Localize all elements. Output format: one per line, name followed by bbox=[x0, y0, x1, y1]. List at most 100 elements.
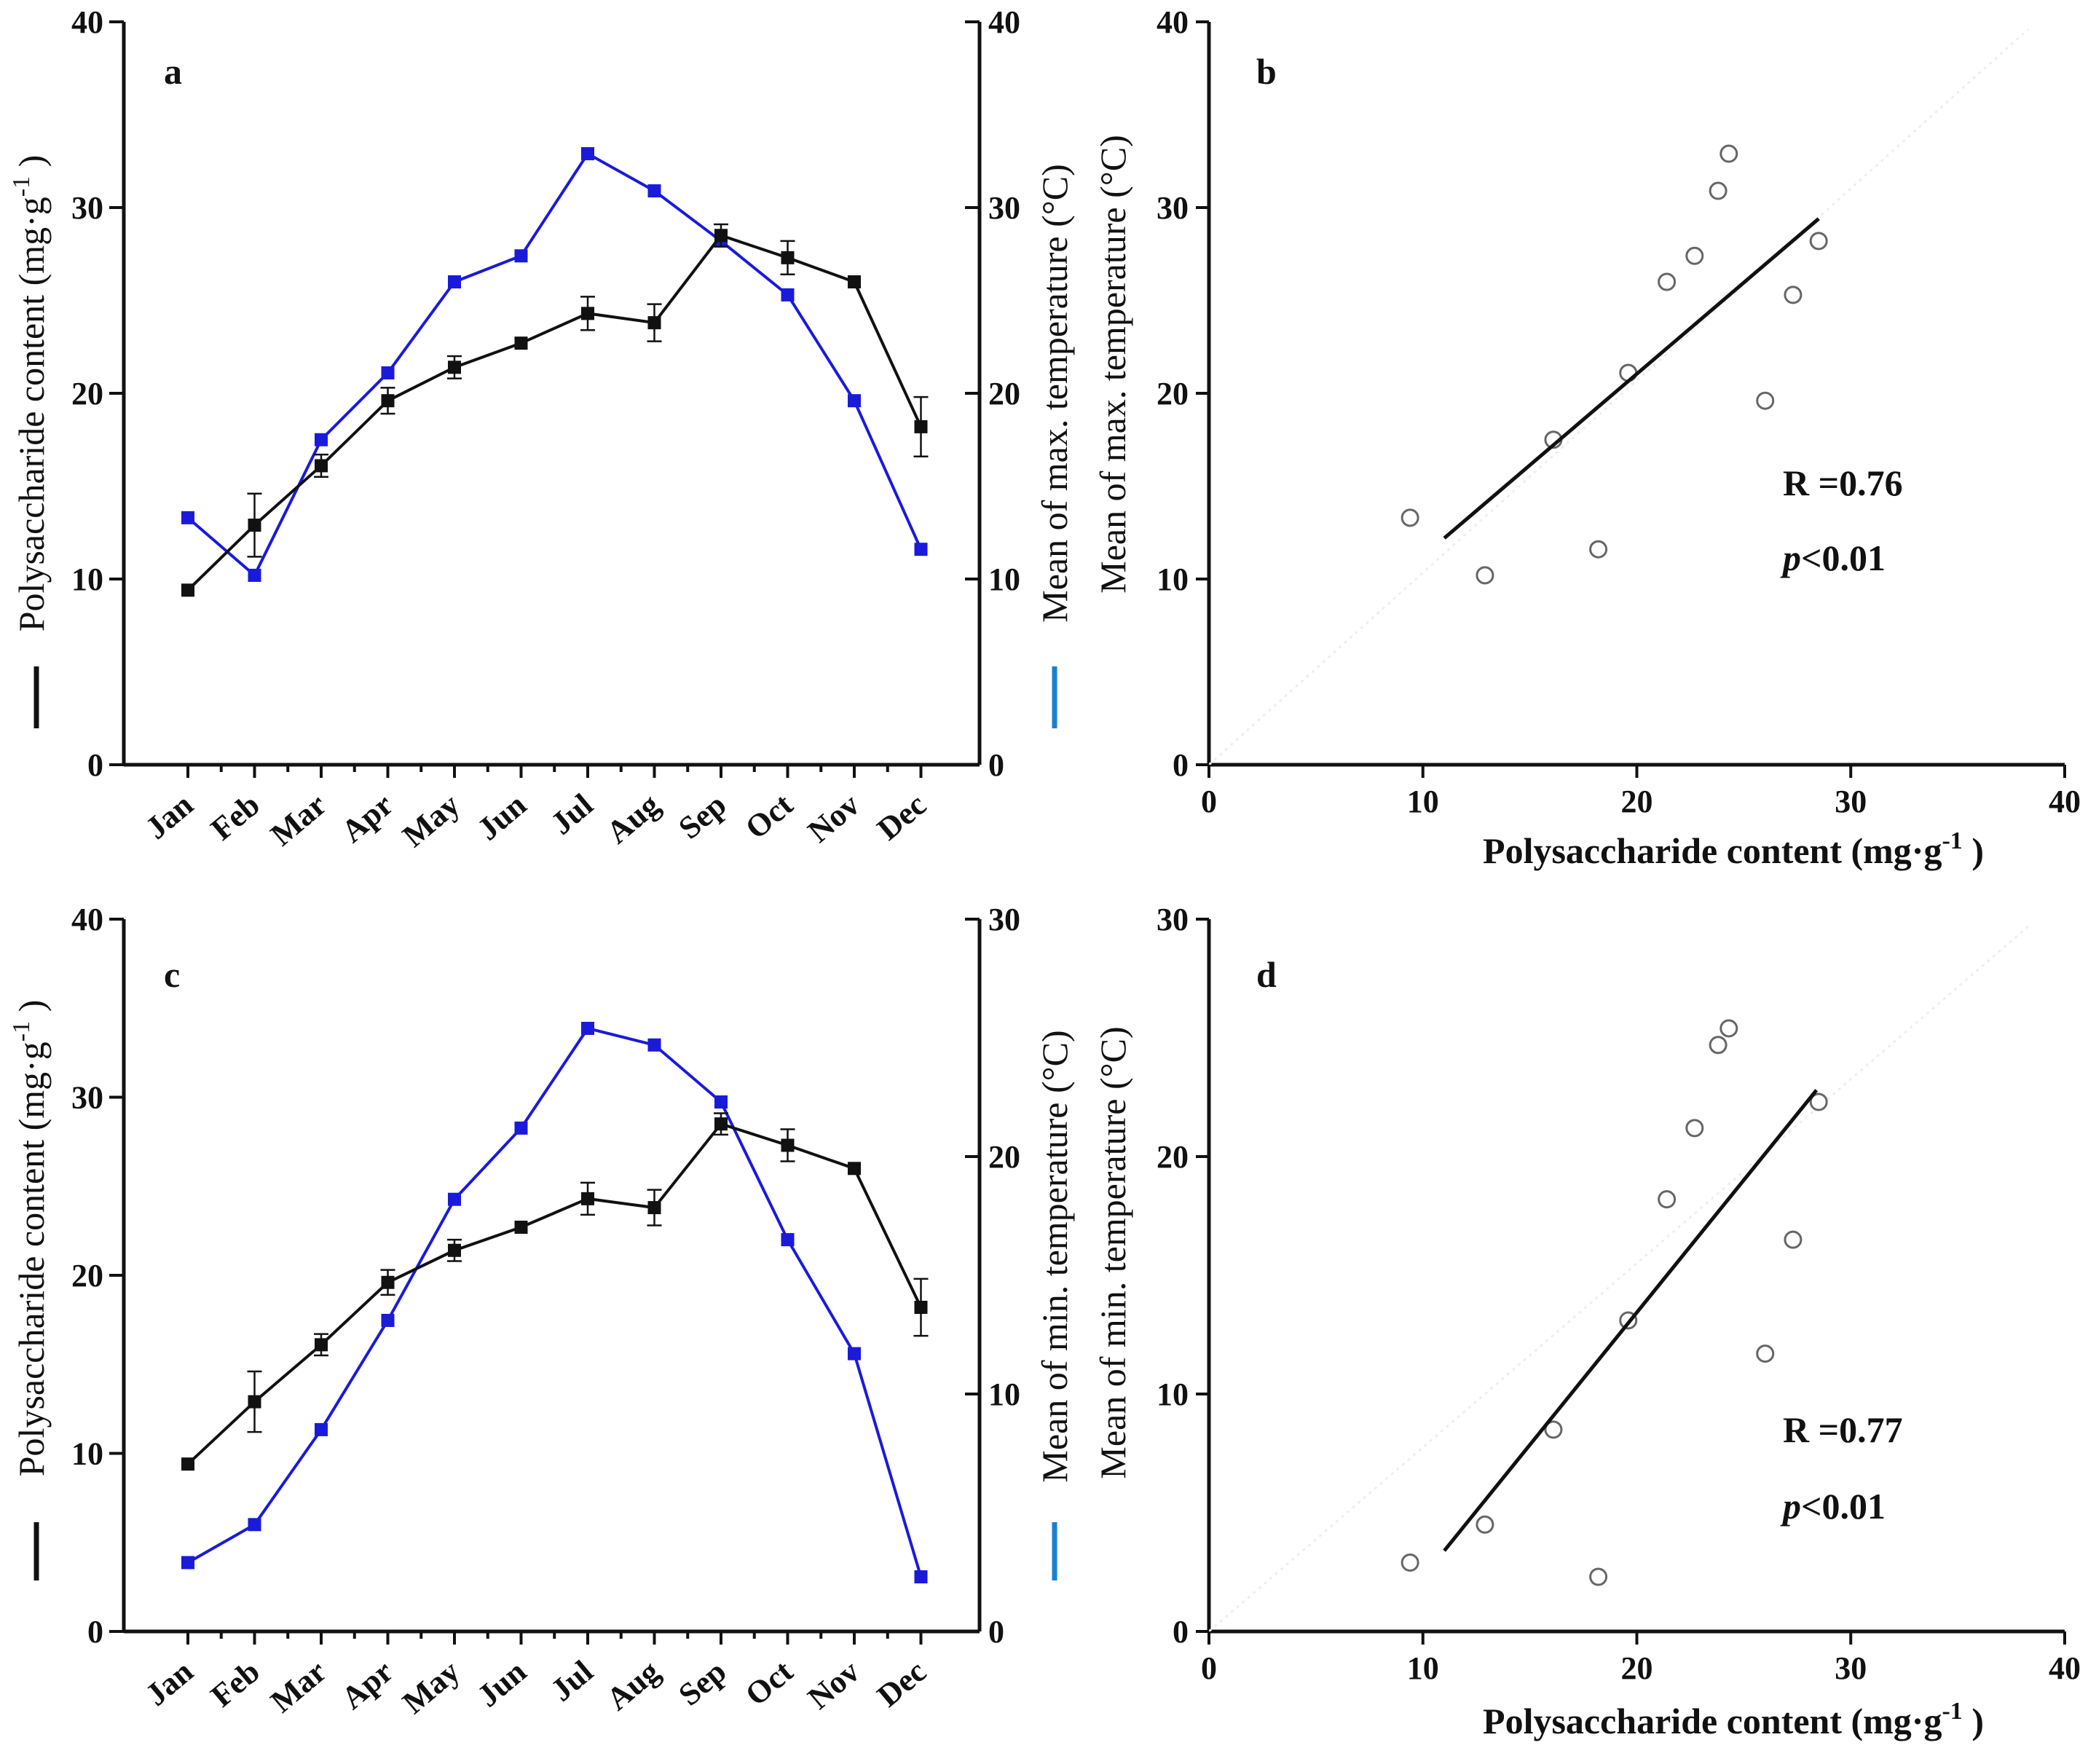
panel-c-polysaccharide-point bbox=[381, 1275, 395, 1289]
panel-d-x-tick-label: 30 bbox=[1835, 1650, 1867, 1686]
panel-a-temperature-point bbox=[914, 543, 928, 556]
panel-a-polysaccharide-point bbox=[647, 316, 661, 330]
panel-d-xlabel-paren: ) bbox=[1963, 1701, 1984, 1741]
panel-a-polysaccharide-point bbox=[714, 229, 728, 243]
panel-a-polysaccharide-point bbox=[181, 583, 194, 597]
panel-b-p-rest: <0.01 bbox=[1801, 538, 1886, 578]
panel-b-p-value: p<0.01 bbox=[1780, 538, 1886, 578]
panel-b-x-tick-label: 10 bbox=[1407, 784, 1439, 819]
panel-a-left-label-text: Polysaccharide content (mg·g bbox=[11, 197, 52, 631]
panel-c-x-tick-label-jan: Jan bbox=[138, 1653, 200, 1713]
panel-a-polysaccharide-point bbox=[248, 519, 261, 532]
panel-d-p-value: p<0.01 bbox=[1780, 1486, 1886, 1527]
panel-d-y-tick-label: 20 bbox=[1157, 1139, 1189, 1175]
panel-b-p-italic: p bbox=[1780, 538, 1801, 578]
panel-c-temperature-point bbox=[514, 1121, 528, 1135]
panel-b-r-value: R =0.76 bbox=[1783, 462, 1903, 503]
panel-d-xlabel-text: Polysaccharide content (mg·g bbox=[1483, 1701, 1942, 1741]
panel-b-y-tick-label: 0 bbox=[1173, 747, 1189, 783]
panel-c: c Polysaccharide content (mg·g-1 ) Mean … bbox=[8, 954, 1075, 1580]
panel-a-polysaccharide-point bbox=[581, 307, 594, 320]
panel-c-polysaccharide-point bbox=[848, 1162, 861, 1176]
panel-a-right-tick-label: 40 bbox=[988, 4, 1020, 40]
panel-c-polysaccharide-point bbox=[647, 1201, 661, 1215]
panel-a-temperature-point bbox=[781, 288, 795, 302]
panel-label-c: c bbox=[164, 954, 180, 995]
panel-a-x-tick-label-sep: Sep bbox=[671, 787, 733, 846]
panel-d-scatter-point bbox=[1809, 1092, 1828, 1111]
panel-a-polysaccharide-point bbox=[381, 394, 395, 408]
panel-d-p-rest: <0.01 bbox=[1801, 1486, 1886, 1527]
panel-a-temperature-point bbox=[315, 433, 328, 446]
panel-a-x-tick-label-nov: Nov bbox=[801, 787, 867, 849]
panel-c-right-tick-label: 20 bbox=[988, 1139, 1020, 1175]
panel-c-polysaccharide-point bbox=[581, 1192, 594, 1205]
panel-d-scatter-point bbox=[1589, 1567, 1608, 1586]
panel-c-left-tick-label: 10 bbox=[71, 1436, 103, 1472]
panel-c-right-tick-label: 0 bbox=[988, 1614, 1004, 1650]
panel-d-y-tick-label: 0 bbox=[1173, 1614, 1189, 1650]
panel-a-left-tick-label: 0 bbox=[87, 747, 103, 783]
panel-c-polysaccharide-point bbox=[315, 1338, 328, 1352]
panel-a-temperature-point bbox=[647, 184, 661, 198]
panel-d-scatter-point bbox=[1544, 1420, 1563, 1439]
panel-b-scatter-point bbox=[1784, 286, 1803, 304]
panel-d-scatter-point bbox=[1476, 1515, 1494, 1534]
panel-a-x-tick-label-mar: Mar bbox=[264, 787, 333, 853]
panel-a-left-tick-label: 20 bbox=[71, 376, 103, 412]
panel-b-scatter-point bbox=[1400, 508, 1419, 527]
panel-c-temperature-point bbox=[914, 1570, 928, 1584]
panel-c-temperature-point bbox=[181, 1556, 194, 1570]
panel-d-x-tick-label: 10 bbox=[1407, 1650, 1439, 1686]
panel-a-right-tick-label: 0 bbox=[988, 747, 1004, 783]
panel-b-scatter-point bbox=[1709, 181, 1727, 200]
panel-c-temperature-point bbox=[448, 1192, 461, 1206]
panel-c-right-tick-label: 30 bbox=[988, 902, 1020, 937]
panel-d-p-italic: p bbox=[1780, 1486, 1801, 1527]
panel-a-temperature-point bbox=[381, 366, 395, 379]
panel-c-x-tick-label-feb: Feb bbox=[204, 1653, 267, 1714]
panel-a-right-tick-label: 30 bbox=[988, 190, 1020, 226]
panel-d-scatter-point bbox=[1400, 1553, 1419, 1572]
panel-c-left-tick-label: 20 bbox=[71, 1258, 103, 1294]
panel-d-x-axis-label: Polysaccharide content (mg·g-1 ) bbox=[1483, 1698, 1984, 1741]
panel-b-reference-diagonal bbox=[1208, 28, 2030, 766]
panel-c-x-tick-label-mar: Mar bbox=[264, 1653, 333, 1720]
panel-b-scatter-point bbox=[1685, 246, 1704, 265]
panel-d-xlabel-sup: -1 bbox=[1942, 1698, 1962, 1725]
panel-b-y-tick-label: 10 bbox=[1157, 562, 1189, 597]
panel-b-x-tick-label: 30 bbox=[1835, 784, 1867, 819]
panel-c-polysaccharide-point bbox=[514, 1220, 528, 1234]
panel-a-right-tick-label: 20 bbox=[988, 376, 1020, 412]
panel-d-r-value: R =0.77 bbox=[1783, 1409, 1903, 1450]
panel-label-d: d bbox=[1256, 954, 1277, 995]
panel-a-polysaccharide-point bbox=[781, 251, 795, 264]
panel-a-polysaccharide-point bbox=[315, 459, 328, 473]
panel-a-polysaccharide-point bbox=[448, 361, 461, 374]
panel-b-xlabel-text: Polysaccharide content (mg·g bbox=[1483, 830, 1942, 871]
panel-d-scatter-point bbox=[1709, 1036, 1727, 1055]
panel-a-left-label-sup: -1 bbox=[8, 176, 35, 197]
panel-c-polysaccharide-point bbox=[714, 1117, 728, 1131]
panel-c-polysaccharide-point bbox=[448, 1243, 461, 1257]
panel-d-scatter-point bbox=[1685, 1119, 1704, 1138]
panel-a-left-axis-label: Polysaccharide content (mg·g-1 ) bbox=[8, 155, 52, 632]
panel-a-x-tick-label-jun: Jun bbox=[470, 787, 533, 847]
panel-a-left-tick-label: 10 bbox=[71, 562, 103, 597]
panel-d-x-tick-label: 20 bbox=[1621, 1650, 1653, 1686]
panel-c-x-tick-label-jul: Jul bbox=[544, 1653, 599, 1708]
panel-b-x-axis-label: Polysaccharide content (mg·g-1 ) bbox=[1483, 827, 1984, 871]
panel-c-temperature-line bbox=[187, 1026, 923, 1578]
panel-c-polysaccharide-point bbox=[248, 1395, 261, 1409]
panel-b-y-axis-label: Mean of max. temperature (°C) bbox=[1092, 135, 1133, 593]
panel-c-polysaccharide-line bbox=[186, 1122, 923, 1465]
panel-b-scatter-point bbox=[1756, 391, 1775, 410]
panel-a-temperature-point bbox=[848, 394, 861, 408]
panel-d-scatter-point bbox=[1719, 1019, 1738, 1038]
panel-a-temperature-point bbox=[581, 147, 594, 161]
panel-c-temperature-point bbox=[647, 1038, 661, 1052]
panel-c-left-label-text: Polysaccharide content (mg·g bbox=[11, 1042, 52, 1476]
panel-c-polysaccharide-point bbox=[181, 1457, 194, 1471]
panel-a-polysaccharide-point bbox=[514, 336, 528, 350]
panel-b-scatter-point bbox=[1589, 540, 1608, 559]
